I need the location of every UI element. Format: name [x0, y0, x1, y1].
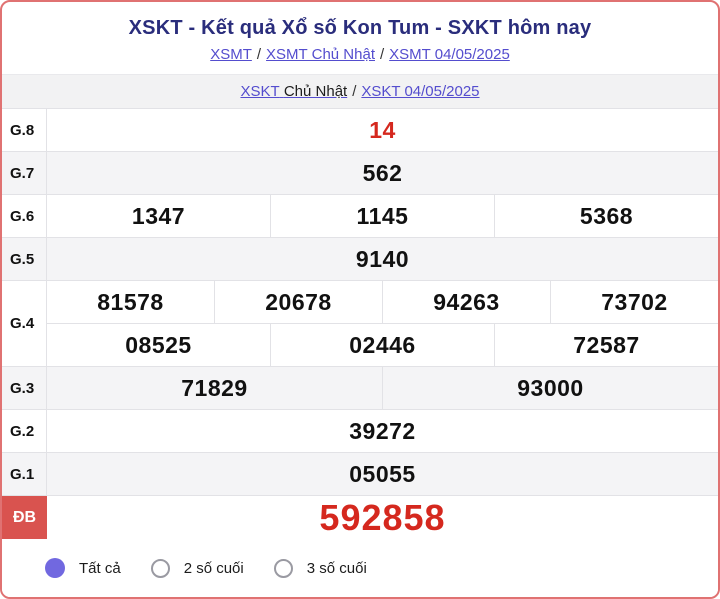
table-row-g-2: G.2 39272: [2, 409, 718, 452]
breadcrumb-link-text: XSKT: [240, 83, 280, 100]
prize-label: G.8: [2, 109, 47, 151]
page-title: XSKT - Kết quả Xổ số Kon Tum - SXKT hôm …: [128, 17, 592, 39]
prize-number: 562: [362, 159, 403, 186]
prize-line: 81578 20678 94263 73702: [47, 281, 718, 323]
prize-line: 562: [47, 152, 718, 194]
prize-label: G.7: [2, 152, 47, 194]
prize-cells: 71829 93000: [47, 367, 718, 409]
prize-number: 05055: [349, 460, 416, 487]
prize-label: G.6: [2, 195, 47, 237]
breadcrumb-separator: /: [379, 46, 385, 63]
prize-line: 05055: [47, 453, 718, 495]
filter-option-tat-ca[interactable]: Tất cả: [45, 558, 121, 578]
breadcrumb-separator: /: [256, 46, 262, 63]
radio-icon[interactable]: [273, 558, 293, 578]
radio-icon[interactable]: [45, 558, 65, 578]
prize-number: 9140: [355, 245, 410, 272]
prize-line: 9140: [47, 238, 718, 280]
prize-number: 592858: [319, 496, 446, 538]
prize-number: 14: [369, 116, 396, 143]
prize-label: G.5: [2, 238, 47, 280]
breadcrumb-secondary: XSKT Chủ Nhật / XSKT 04/05/2025: [2, 82, 718, 102]
results-table: G.8 14 G.7 562 G.6 1347 1145 5368 G.5 9140 G.4 8157…: [2, 108, 718, 539]
prize-cells: 05055: [47, 453, 718, 495]
table-row-g-1: G.1 05055: [2, 452, 718, 495]
prize-number: 1145: [270, 195, 494, 237]
filter-option-label: Tất cả: [79, 559, 121, 577]
prize-number: 1347: [131, 202, 186, 229]
breadcrumb-link-xsmt-04-05-2025[interactable]: XSMT 04/05/2025: [389, 46, 510, 63]
prize-number: 72587: [494, 324, 718, 366]
prize-number: 5368: [494, 195, 718, 237]
sub-breadcrumb-strip: XSKT Chủ Nhật / XSKT 04/05/2025: [2, 74, 718, 108]
prize-cells: 9140: [47, 238, 718, 280]
prize-label: G.2: [2, 410, 47, 452]
prize-cells: 1347 1145 5368: [47, 195, 718, 237]
table-row-g-3: G.3 71829 93000: [2, 366, 718, 409]
filter-option-label: 2 số cuối: [183, 559, 244, 577]
prize-line: 14: [47, 109, 718, 151]
breadcrumb: XSMT / XSMT Chủ Nhật / XSMT 04/05/2025: [2, 45, 718, 65]
table-row-g-5: G.5 9140: [2, 237, 718, 280]
breadcrumb-static-text: Chủ Nhật: [283, 83, 348, 100]
prize-cells: 39272: [47, 410, 718, 452]
prize-cells: 81578 20678 94263 73702 08525 02446 72587: [47, 281, 718, 366]
breadcrumb-link-xsmt-chu-nhat[interactable]: XSMT Chủ Nhật: [266, 46, 375, 63]
prize-number: 81578: [97, 288, 164, 315]
prize-line: 71829 93000: [47, 367, 718, 409]
prize-number: 02446: [270, 324, 494, 366]
prize-cells: 562: [47, 152, 718, 194]
table-row-g-6: G.6 1347 1145 5368: [2, 194, 718, 237]
prize-cells: 14: [47, 109, 718, 151]
prize-number: 93000: [382, 367, 718, 409]
prize-line: 1347 1145 5368: [47, 195, 718, 237]
breadcrumb-link-xskt-chu-nhat[interactable]: XSKT Chủ Nhật: [240, 83, 347, 100]
prize-label: G.1: [2, 453, 47, 495]
filter-option-2-so-cuoi[interactable]: 2 số cuối: [150, 558, 244, 578]
filter-option-label: 3 số cuối: [306, 559, 367, 577]
table-row-g-4: G.4 81578 20678 94263 73702 08525 02446 72587: [2, 280, 718, 366]
prize-line: 592858: [47, 496, 718, 539]
prize-number: 71829: [181, 374, 248, 401]
prize-number: 94263: [382, 281, 550, 323]
prize-line: 08525 02446 72587: [47, 323, 718, 366]
prize-label: ĐB: [2, 496, 47, 539]
prize-line: 39272: [47, 410, 718, 452]
radio-icon[interactable]: [150, 558, 170, 578]
prize-number: 20678: [214, 281, 382, 323]
filter-option-3-so-cuoi[interactable]: 3 số cuối: [273, 558, 367, 578]
table-row-db: ĐB 592858: [2, 495, 718, 539]
prize-number: 39272: [349, 417, 416, 444]
prize-number: 73702: [550, 281, 718, 323]
table-row-g-8: G.8 14: [2, 109, 718, 151]
prize-label: G.3: [2, 367, 47, 409]
prize-cells: 592858: [47, 496, 718, 539]
prize-number: 08525: [125, 331, 192, 358]
filter-bar: Tất cả 2 số cuối 3 số cuối: [2, 539, 718, 597]
prize-label: G.4: [2, 281, 47, 366]
breadcrumb-link-xskt-date[interactable]: XSKT 04/05/2025: [361, 83, 480, 100]
table-row-g-7: G.7 562: [2, 151, 718, 194]
breadcrumb-link-xsmt[interactable]: XSMT: [210, 46, 252, 63]
breadcrumb-separator: /: [352, 83, 357, 100]
